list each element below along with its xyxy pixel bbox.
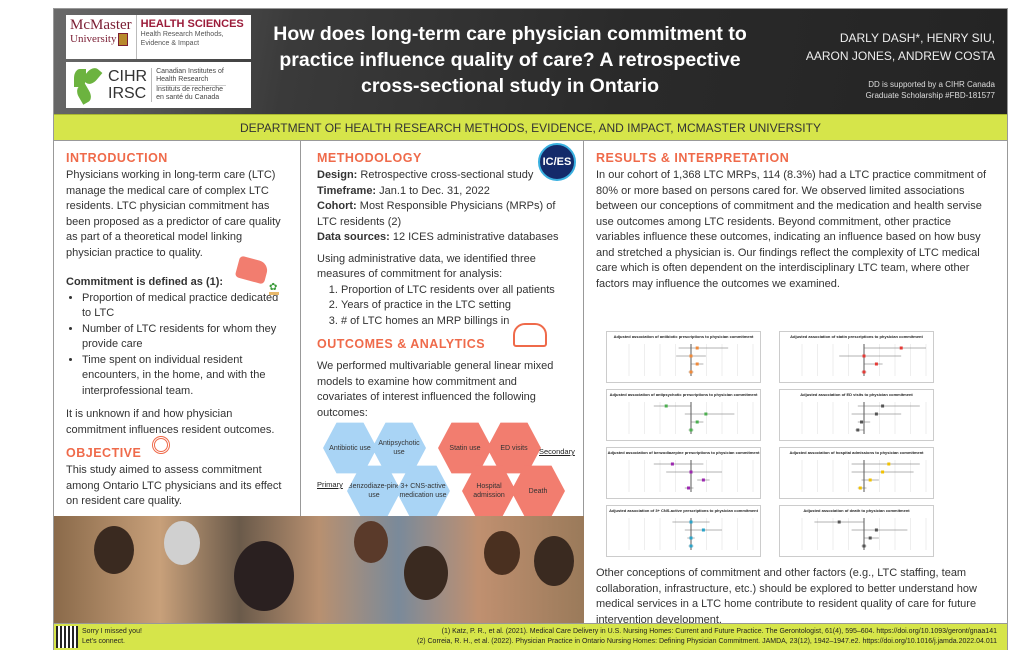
commitment-heading: Commitment is defined as (1):	[66, 276, 224, 288]
forest-plot: Adjusted association of ED visits to phy…	[779, 389, 934, 441]
sources-line: Data sources: 12 ICES administrative dat…	[317, 231, 559, 243]
methodology-heading: METHODOLOGY	[317, 151, 422, 165]
left-column: INTRODUCTION Physicians working in long-…	[54, 141, 301, 516]
forest-plot: Adjusted association of 3+ CNS-active pr…	[606, 505, 761, 557]
maple-leaf-icon	[70, 65, 104, 105]
point-estimate	[689, 520, 693, 524]
forest-plot: Adjusted association of benzodiazepine p…	[606, 447, 761, 499]
point-estimate	[689, 470, 693, 474]
poster: McMaster University HEALTH SCIENCES Health…	[53, 8, 1008, 650]
objective-heading: OBJECTIVE	[66, 446, 142, 460]
point-estimate	[887, 462, 891, 466]
point-estimate	[874, 362, 878, 366]
commitment-list: Proportion of medical practice dedicated…	[82, 291, 288, 400]
point-estimate	[874, 528, 878, 532]
results-heading: RESULTS & INTERPRETATION	[596, 151, 790, 165]
point-estimate	[899, 346, 903, 350]
funding-note: DD is supported by a CIHR Canada Graduate…	[865, 80, 995, 100]
point-estimate	[862, 354, 866, 358]
introduction-text: Physicians working in long-term care (LT…	[66, 169, 281, 259]
point-estimate	[874, 412, 878, 416]
target-icon	[152, 436, 170, 454]
measures-intro: Using administrative data, we identified…	[317, 252, 536, 281]
poster-title: How does long-term care physician commit…	[273, 23, 747, 97]
department-banner: DEPARTMENT OF HEALTH RESEARCH METHODS, E…	[54, 114, 1007, 141]
point-estimate	[881, 404, 885, 408]
forest-plot: Adjusted association of statin prescript…	[779, 331, 934, 383]
qr-code-icon[interactable]	[56, 626, 78, 648]
point-estimate	[689, 544, 693, 548]
references: (1) Katz, P. R., et al. (2021). Medical …	[417, 628, 997, 645]
point-estimate	[664, 404, 668, 408]
outcomes-text: We performed multivariable general linea…	[317, 360, 554, 419]
plot-title: Adjusted association of hospital admissi…	[789, 450, 924, 455]
point-estimate	[862, 544, 866, 548]
point-estimate	[860, 420, 864, 424]
introduction-closing: It is unknown if and how physician commi…	[66, 408, 275, 436]
results-text: In our cohort of 1,368 LTC MRPs, 114 (8.…	[596, 169, 987, 290]
measuring-tape-icon	[513, 323, 547, 347]
plot-title: Adjusted association of antibiotic presc…	[613, 334, 754, 339]
point-estimate	[687, 486, 691, 490]
point-estimate	[856, 428, 860, 432]
middle-column: IC/ES METHODOLOGY Design: Retrospective …	[301, 141, 584, 517]
objective-text: This study aimed to assess commitment am…	[66, 464, 282, 507]
sprout-icon: ✿	[269, 282, 279, 295]
ices-logo: IC/ES	[538, 143, 576, 181]
forest-plot: Adjusted association of death to physici…	[779, 505, 934, 557]
residents-photo	[54, 516, 584, 623]
point-estimate	[704, 412, 708, 416]
point-estimate	[689, 370, 693, 374]
plot-title: Adjusted association of ED visits to phy…	[800, 392, 913, 397]
cihr-logo: CIHR IRSC Canadian Institutes of Health R…	[66, 62, 251, 108]
measures-list: Proportion of LTC residents over all pat…	[341, 283, 567, 330]
point-estimate	[695, 362, 699, 366]
point-estimate	[701, 478, 705, 482]
design-line: Design: Retrospective cross-sectional st…	[317, 169, 534, 181]
authors: DARLY DASH*, HENRY SIU, AARON JONES, ANDR…	[805, 31, 995, 63]
cohort-line: Cohort: Most Responsible Physicians (MRP…	[317, 200, 556, 228]
outcomes-heading: OUTCOMES & ANALYTICS	[317, 337, 486, 351]
results-closing: Other conceptions of commitment and othe…	[596, 567, 977, 626]
point-estimate	[881, 470, 885, 474]
timeframe-line: Timeframe: Jan.1 to Dec. 31, 2022	[317, 184, 490, 197]
point-estimate	[868, 536, 872, 540]
forest-plot: Adjusted association of antipsychotic pr…	[606, 389, 761, 441]
mcmaster-logo: McMaster University HEALTH SCIENCES Health…	[66, 15, 251, 59]
plot-title: Adjusted association of death to physici…	[803, 508, 910, 513]
crest-icon	[118, 33, 129, 46]
point-estimate	[689, 428, 693, 432]
plot-title: Adjusted association of benzodiazepine p…	[607, 450, 760, 455]
point-estimate	[670, 462, 674, 466]
primary-label: Primary	[317, 480, 343, 489]
point-estimate	[862, 370, 866, 374]
point-estimate	[695, 420, 699, 424]
point-estimate	[695, 346, 699, 350]
right-column: RESULTS & INTERPRETATION In our cohort o…	[584, 141, 1007, 626]
point-estimate	[701, 528, 705, 532]
point-estimate	[868, 478, 872, 482]
introduction-heading: INTRODUCTION	[66, 151, 168, 165]
point-estimate	[837, 520, 841, 524]
plot-title: Adjusted association of 3+ CNS-active pr…	[609, 508, 758, 513]
header: McMaster University HEALTH SCIENCES Health…	[54, 9, 1007, 114]
plot-title: Adjusted association of antipsychotic pr…	[609, 392, 758, 397]
forest-plot: Adjusted association of antibiotic presc…	[606, 331, 761, 383]
secondary-label: Secondary	[539, 447, 575, 456]
point-estimate	[689, 354, 693, 358]
forest-plot: Adjusted association of hospital admissi…	[779, 447, 934, 499]
footer: Sorry I missed you! Let's connect. (1) Ka…	[54, 623, 1007, 650]
point-estimate	[858, 486, 862, 490]
point-estimate	[689, 536, 693, 540]
plot-title: Adjusted association of statin prescript…	[790, 334, 923, 339]
